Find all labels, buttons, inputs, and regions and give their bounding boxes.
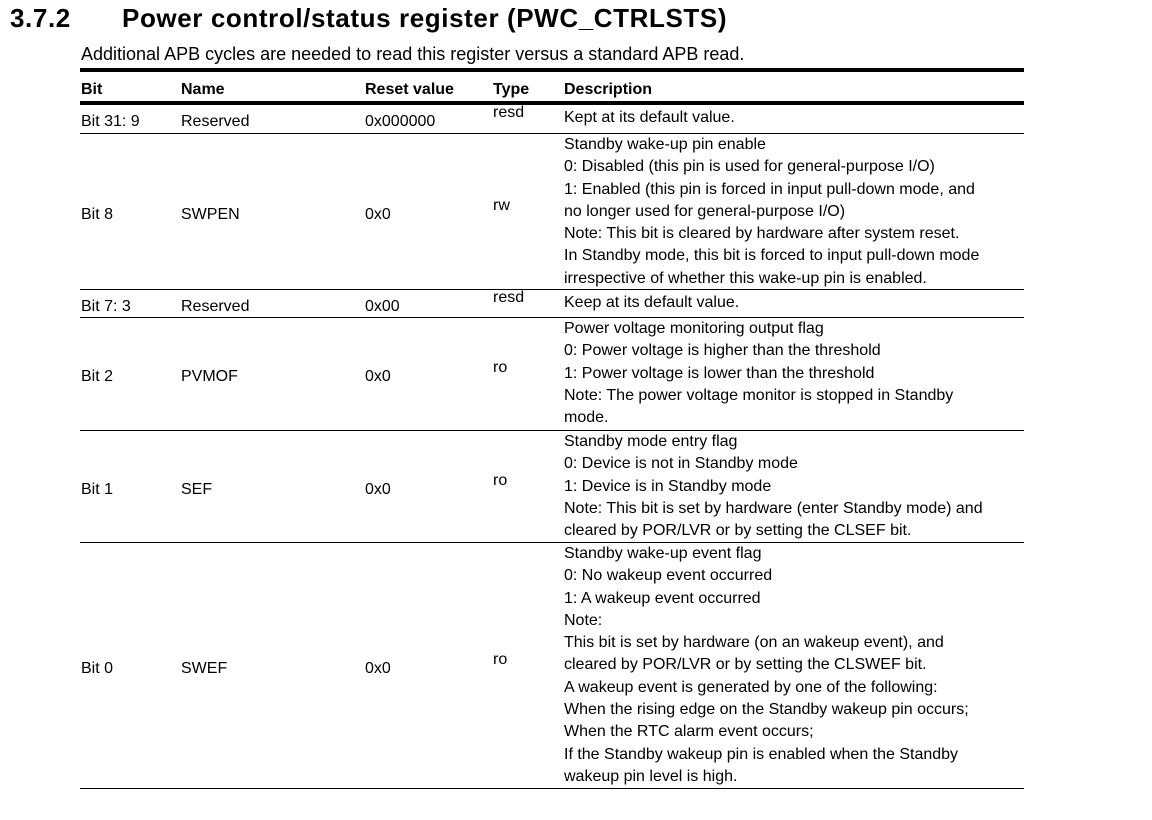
type-cell: resd — [493, 104, 525, 121]
description-cell: Standby wake-up event flag 0: No wakeup e… — [564, 543, 1024, 788]
description-line: Note: The power voltage monitor is stopp… — [564, 386, 954, 404]
description-line: 1: A wakeup event occurred — [564, 589, 761, 607]
header-rule — [80, 101, 1024, 105]
description-line: Note: — [564, 611, 603, 629]
reset-cell: 0x000000 — [365, 113, 436, 130]
register-note: Additional APB cycles are needed to read… — [81, 44, 745, 64]
table-row: Bit 8 SWPEN 0x0 rw Standby wake-up pin enabl… — [80, 134, 1024, 290]
description-line: wakeup pin level is high. — [564, 767, 738, 785]
section-heading: 3.7.2 Power control/status register (PWC_… — [10, 3, 727, 34]
description-line: This bit is set by hardware (on an wakeu… — [564, 634, 944, 652]
description-line: cleared by POR/LVR or by setting the CLS… — [564, 656, 927, 674]
description-line: 0: Power voltage is higher than the thre… — [564, 342, 881, 360]
description-line: Standby wake-up pin enable — [564, 136, 766, 153]
description-line: A wakeup event is generated by one of th… — [564, 678, 938, 696]
description-line: cleared by POR/LVR or by setting the CLS… — [564, 522, 912, 540]
table-row: Bit 0 SWEF 0x0 ro Standby wake-up event flag… — [80, 543, 1024, 789]
name-cell: SEF — [181, 480, 213, 498]
description-line: 0: No wakeup event occurred — [564, 567, 773, 585]
description-line: mode. — [564, 409, 609, 427]
description-line: 1: Device is in Standby mode — [564, 477, 772, 495]
name-cell: PVMOF — [181, 368, 238, 385]
description-cell: Keep at its default value. — [564, 292, 1024, 314]
type-cell: ro — [493, 650, 508, 668]
description-line: irrespective of whether this wake-up pin… — [564, 269, 927, 287]
type-cell: rw — [493, 196, 510, 214]
reset-cell: 0x0 — [365, 368, 391, 385]
type-cell: resd — [493, 288, 525, 306]
description-line: Standby mode entry flag — [564, 433, 738, 450]
header-reset: Reset value — [365, 81, 454, 98]
description-line: 0: Disabled (this pin is used for genera… — [564, 158, 935, 176]
name-cell: SWPEN — [181, 205, 240, 223]
description-line: Note: This bit is cleared by hardware af… — [564, 225, 960, 243]
description-cell: Standby wake-up pin enable 0: Disabled (t… — [564, 134, 1024, 290]
description-line: 1: Enabled (this pin is forced in input … — [564, 180, 975, 198]
description-line: If the Standby wakeup pin is enabled whe… — [564, 745, 959, 763]
description-line: Keep at its default value. — [564, 294, 740, 311]
bit-cell: Bit 2 — [81, 368, 114, 385]
description-line: Standby wake-up event flag — [564, 545, 762, 562]
description-cell: Standby mode entry flag 0: Device is not … — [564, 431, 1024, 542]
table-row: Bit 31: 9 Reserved 0x000000 resd Kept at its… — [80, 104, 1024, 134]
description-line: 1: Power voltage is lower than the thres… — [564, 364, 875, 382]
name-cell: Reserved — [181, 113, 250, 130]
name-cell: SWEF — [181, 659, 228, 677]
bit-cell: Bit 0 — [81, 659, 114, 677]
reset-cell: 0x00 — [365, 297, 400, 315]
bit-cell: Bit 31: 9 — [81, 113, 140, 130]
description-line: 0: Device is not in Standby mode — [564, 455, 798, 473]
header-type: Type — [493, 81, 530, 98]
description-line: When the rising edge on the Standby wake… — [564, 701, 969, 719]
header-name: Name — [181, 81, 225, 98]
description-line: In Standby mode, this bit is forced to i… — [564, 247, 980, 265]
description-cell: Power voltage monitoring output flag 0: P… — [564, 318, 1024, 429]
bit-cell: Bit 8 — [81, 205, 114, 223]
reset-cell: 0x0 — [365, 480, 391, 498]
section-title: Power control/status register (PWC_CTRLS… — [122, 3, 728, 33]
name-cell: Reserved — [181, 297, 250, 315]
description-cell: Kept at its default value. — [564, 107, 1024, 129]
reset-cell: 0x0 — [365, 205, 391, 223]
header-bit: Bit — [81, 81, 103, 98]
bit-cell: Bit 1 — [81, 480, 114, 498]
table-row: Bit 7: 3 Reserved 0x00 resd Keep at its defa… — [80, 288, 1024, 318]
type-cell: ro — [493, 359, 508, 376]
description-line: no longer used for general-purpose I/O) — [564, 202, 846, 220]
bit-cell: Bit 7: 3 — [81, 297, 131, 315]
section-number: 3.7.2 — [10, 3, 71, 33]
description-line: Kept at its default value. — [564, 109, 735, 126]
description-line: Power voltage monitoring output flag — [564, 320, 824, 337]
top-rule — [80, 68, 1024, 72]
table-row: Bit 1 SEF 0x0 ro Standby mode entry flag 0: D… — [80, 431, 1024, 543]
description-line: Note: This bit is set by hardware (enter… — [564, 499, 983, 517]
description-line: When the RTC alarm event occurs; — [564, 723, 814, 741]
header-description: Description — [564, 81, 653, 98]
table-row: Bit 2 PVMOF 0x0 ro Power voltage monitoring … — [80, 318, 1024, 431]
type-cell: ro — [493, 471, 508, 489]
reset-cell: 0x0 — [365, 659, 391, 677]
